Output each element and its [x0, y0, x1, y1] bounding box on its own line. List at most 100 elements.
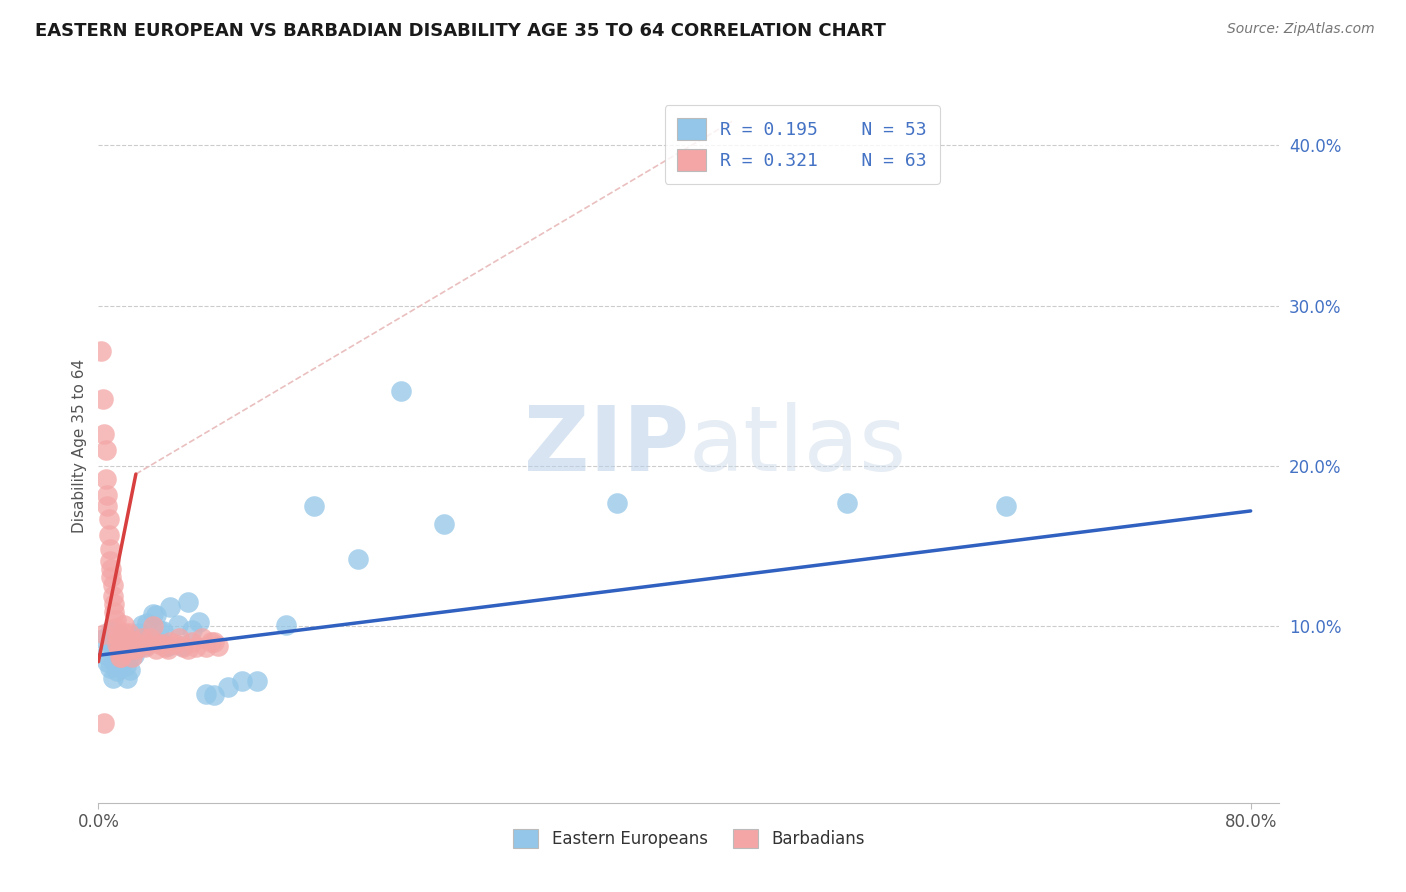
Point: [107, 635, 129, 649]
Point: [433, 516, 456, 531]
Point: [96, 655, 118, 669]
Point: [127, 633, 149, 648]
Point: [122, 641, 145, 656]
Point: [110, 639, 132, 653]
Legend: Eastern Europeans, Barbadians: Eastern Europeans, Barbadians: [506, 822, 872, 855]
Point: [90, 343, 112, 358]
Point: [202, 689, 225, 703]
Point: [97, 512, 120, 526]
Point: [170, 639, 193, 653]
Point: [131, 631, 153, 645]
Point: [231, 673, 253, 688]
Text: Source: ZipAtlas.com: Source: ZipAtlas.com: [1227, 22, 1375, 37]
Point: [136, 616, 159, 631]
Point: [163, 637, 186, 651]
Point: [994, 499, 1017, 513]
Point: [148, 623, 170, 637]
Point: [136, 637, 159, 651]
Text: ZIP: ZIP: [524, 402, 689, 490]
Point: [108, 649, 131, 664]
Point: [150, 637, 173, 651]
Point: [103, 597, 125, 611]
Point: [153, 640, 176, 655]
Point: [107, 643, 129, 657]
Point: [177, 595, 200, 609]
Point: [134, 639, 156, 653]
Point: [110, 648, 132, 663]
Point: [112, 633, 135, 648]
Point: [112, 625, 135, 640]
Point: [131, 617, 153, 632]
Point: [145, 641, 167, 656]
Point: [107, 627, 129, 641]
Point: [101, 671, 124, 685]
Point: [91, 392, 114, 406]
Point: [167, 631, 190, 645]
Point: [181, 623, 204, 637]
Point: [128, 625, 150, 640]
Point: [100, 570, 122, 584]
Point: [96, 499, 118, 513]
Point: [91, 632, 114, 647]
Point: [115, 633, 138, 648]
Point: [100, 623, 122, 637]
Point: [274, 617, 297, 632]
Point: [114, 641, 136, 656]
Point: [172, 640, 194, 655]
Point: [97, 633, 120, 648]
Point: [96, 488, 118, 502]
Point: [120, 641, 142, 656]
Point: [837, 496, 859, 510]
Point: [98, 554, 121, 568]
Point: [145, 608, 167, 623]
Point: [139, 632, 162, 647]
Point: [111, 653, 134, 667]
Point: [125, 641, 148, 656]
Point: [108, 641, 131, 656]
Point: [142, 619, 165, 633]
Point: [195, 640, 218, 655]
Point: [124, 648, 146, 663]
Point: [346, 552, 368, 566]
Point: [115, 671, 138, 685]
Point: [93, 715, 115, 730]
Point: [104, 639, 127, 653]
Point: [98, 661, 121, 675]
Point: [105, 629, 128, 643]
Point: [120, 663, 142, 677]
Point: [159, 635, 181, 649]
Point: [134, 640, 156, 655]
Point: [98, 542, 121, 557]
Point: [104, 613, 127, 627]
Point: [97, 528, 120, 542]
Point: [104, 621, 127, 635]
Point: [108, 659, 131, 673]
Point: [110, 649, 132, 664]
Point: [606, 496, 628, 510]
Point: [246, 673, 269, 688]
Point: [188, 615, 211, 629]
Point: [148, 637, 170, 651]
Point: [207, 639, 229, 653]
Point: [389, 384, 412, 398]
Point: [118, 651, 141, 665]
Point: [139, 631, 162, 645]
Point: [124, 633, 146, 648]
Point: [181, 635, 204, 649]
Point: [101, 643, 124, 657]
Point: [105, 665, 128, 679]
Point: [105, 637, 128, 651]
Point: [94, 648, 117, 663]
Point: [159, 600, 181, 615]
Point: [103, 655, 125, 669]
Point: [156, 639, 179, 653]
Point: [200, 635, 222, 649]
Point: [118, 625, 141, 640]
Point: [121, 641, 143, 656]
Point: [152, 624, 174, 639]
Point: [121, 649, 143, 664]
Point: [177, 641, 200, 656]
Point: [112, 617, 135, 632]
Point: [114, 659, 136, 673]
Point: [110, 641, 132, 656]
